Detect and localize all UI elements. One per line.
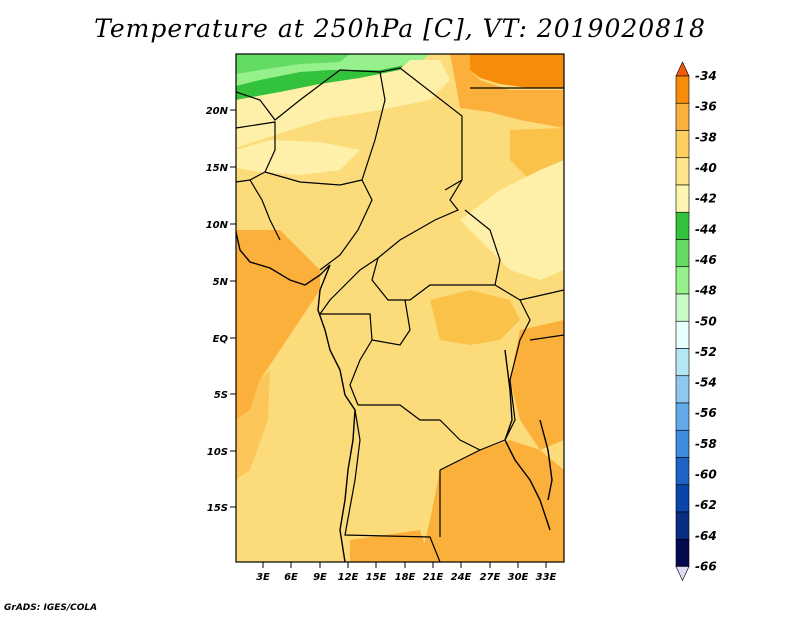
lon-label: 9E bbox=[313, 572, 327, 583]
pale-east bbox=[460, 160, 564, 280]
colorbar-label: -56 bbox=[695, 406, 717, 420]
colorbar-swatch bbox=[675, 484, 690, 513]
map-frame bbox=[235, 53, 565, 563]
west-orange-strip bbox=[236, 370, 270, 480]
colorbar-swatch bbox=[675, 239, 690, 268]
colorbar-label: -60 bbox=[695, 468, 717, 482]
lat-label: 15N bbox=[206, 163, 229, 174]
ne-amber bbox=[450, 54, 564, 128]
lat-label: EQ bbox=[213, 334, 229, 345]
southwest-orange bbox=[350, 530, 430, 562]
colorbar-swatch bbox=[675, 75, 690, 104]
colorbar-swatch bbox=[675, 184, 690, 213]
lon-label: 33E bbox=[536, 572, 557, 583]
colorbar-swatch bbox=[675, 320, 690, 349]
lon-label: 12E bbox=[338, 572, 359, 583]
colorbar-swatch bbox=[675, 130, 690, 159]
pale-band-north bbox=[236, 60, 450, 148]
colorbar-label: -58 bbox=[695, 437, 717, 451]
colorbar-label: -64 bbox=[695, 529, 717, 543]
colorbar-swatch bbox=[675, 102, 690, 131]
lon-axis bbox=[262, 562, 547, 568]
country-borders bbox=[236, 67, 564, 562]
lon-label: 24E bbox=[451, 572, 472, 583]
colorbar-label: -44 bbox=[695, 222, 717, 236]
colorbar-label: -40 bbox=[695, 161, 717, 175]
lon-label: 15E bbox=[366, 572, 387, 583]
lon-label: 21E bbox=[423, 572, 444, 583]
ne-orange bbox=[470, 54, 564, 88]
colorbar-label: -62 bbox=[695, 498, 717, 512]
lon-label: 30E bbox=[508, 572, 529, 583]
lon-label: 18E bbox=[395, 572, 416, 583]
colorbar-swatch bbox=[675, 348, 690, 377]
lon-labels: 3E 6E 9E 12E 15E 18E 21E 24E 27E 30E 33E bbox=[256, 572, 556, 583]
colorbar-bottom-triangle bbox=[675, 566, 690, 582]
colorbar-swatch bbox=[675, 375, 690, 404]
lat-axis bbox=[230, 109, 236, 508]
south-orange bbox=[420, 440, 564, 562]
lat-label: 10S bbox=[207, 447, 228, 458]
colorbar-label: -66 bbox=[695, 560, 717, 574]
colorbar: -34 -36 -38 -40 -42 -44 -46 -48 -50 -52 -54 -56 -58 -… bbox=[675, 61, 717, 582]
lat-label: 20N bbox=[206, 106, 229, 117]
lat-label: 15S bbox=[207, 503, 228, 514]
colorbar-label: -54 bbox=[695, 376, 717, 390]
colorbar-swatch bbox=[675, 157, 690, 186]
colorbar-top-triangle bbox=[675, 61, 690, 77]
lon-label: 6E bbox=[284, 572, 298, 583]
colorbar-swatch bbox=[675, 266, 690, 295]
colorbar-label: -42 bbox=[695, 192, 717, 206]
colorbar-swatch bbox=[675, 293, 690, 322]
lon-label: 27E bbox=[480, 572, 501, 583]
lat-label: 5S bbox=[214, 390, 228, 401]
lat-labels: 20N 15N 10N 5N EQ 5S 10S 15S bbox=[206, 106, 229, 514]
colorbar-label: -50 bbox=[695, 314, 717, 328]
colorbar-swatch bbox=[675, 457, 690, 486]
central-blob bbox=[430, 290, 520, 345]
temperature-field bbox=[236, 54, 564, 562]
coastline bbox=[236, 231, 553, 562]
colorbar-swatch bbox=[675, 538, 690, 567]
colorbar-label: -36 bbox=[695, 100, 717, 114]
lon-label: 3E bbox=[256, 572, 270, 583]
colorbar-label: -34 bbox=[695, 69, 717, 83]
grads-credit: GrADS: IGES/COLA bbox=[4, 603, 98, 613]
colorbar-swatch bbox=[675, 211, 690, 240]
colorbar-label: -38 bbox=[695, 130, 717, 144]
colorbar-label: -46 bbox=[695, 253, 717, 267]
map-title: Temperature at 250hPa [C], VT: 201902081… bbox=[94, 14, 706, 43]
west-orange bbox=[236, 230, 320, 420]
lat-label: 5N bbox=[213, 277, 229, 288]
colorbar-swatch bbox=[675, 429, 690, 458]
east-orange bbox=[510, 320, 564, 450]
green-band-mid bbox=[236, 54, 350, 74]
colorbar-swatch bbox=[675, 402, 690, 431]
colorbar-label: -48 bbox=[695, 284, 717, 298]
colorbar-swatch bbox=[675, 511, 690, 540]
lat-label: 10N bbox=[206, 220, 229, 231]
colorbar-label: -52 bbox=[695, 345, 717, 359]
